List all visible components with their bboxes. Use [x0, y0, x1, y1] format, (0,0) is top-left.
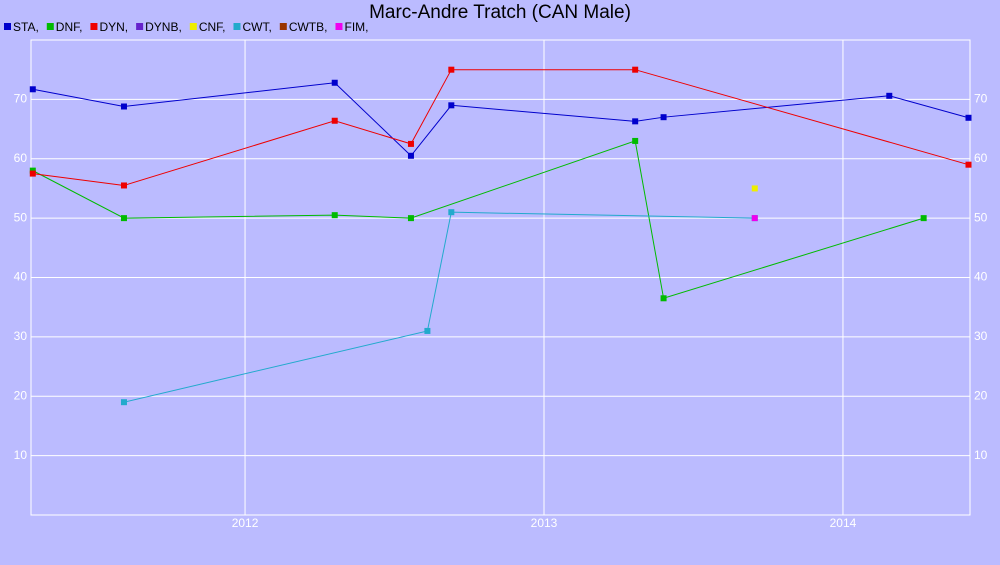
- point: [660, 295, 667, 302]
- y2-tick-label: 30: [974, 329, 988, 343]
- legend-label: DNF,: [56, 20, 83, 34]
- point: [407, 152, 414, 159]
- series-line: [123, 211, 755, 403]
- point: [29, 170, 36, 177]
- y-tick-label: 60: [14, 151, 28, 165]
- legend-label: CNF,: [199, 20, 226, 34]
- legend-swatch: [136, 23, 144, 30]
- y2-tick-label: 50: [974, 210, 988, 224]
- legend-swatch: [279, 23, 287, 30]
- legend-swatch: [4, 23, 11, 30]
- point: [448, 66, 455, 73]
- point: [29, 86, 36, 93]
- legend-swatch: [90, 23, 98, 30]
- point: [920, 215, 927, 222]
- y2-tick-label: 20: [974, 388, 988, 402]
- legend-label: FIM,: [344, 20, 368, 34]
- point: [120, 182, 127, 189]
- point: [965, 161, 972, 168]
- y2-tick-label: 70: [974, 92, 988, 106]
- point: [407, 215, 414, 222]
- x-tick-label: 2014: [830, 516, 857, 530]
- x-tick-label: 2013: [531, 516, 558, 530]
- point: [632, 66, 639, 73]
- point: [632, 118, 639, 125]
- point: [751, 215, 758, 222]
- legend-swatch: [233, 23, 241, 30]
- legend-label: DYNB,: [145, 20, 182, 34]
- y-tick-label: 10: [14, 448, 28, 462]
- chart-title: Marc-Andre Tratch (CAN Male): [369, 2, 631, 23]
- point: [331, 212, 338, 219]
- y2-tick-label: 60: [974, 151, 988, 165]
- point: [120, 399, 127, 406]
- y-tick-label: 20: [14, 388, 28, 402]
- legend-label: CWT,: [242, 20, 271, 34]
- y-tick-label: 70: [14, 92, 28, 106]
- point: [331, 79, 338, 86]
- point: [331, 117, 338, 124]
- point: [751, 185, 758, 192]
- legend-swatch: [335, 23, 343, 30]
- y-tick-label: 50: [14, 210, 28, 224]
- point: [965, 114, 972, 121]
- legend-label: CWTB,: [289, 20, 328, 34]
- y2-tick-label: 10: [974, 448, 988, 462]
- point: [660, 114, 667, 121]
- point: [448, 209, 455, 216]
- point: [424, 327, 431, 334]
- point: [120, 103, 127, 110]
- legend-label: DYN,: [99, 20, 128, 34]
- x-tick-label: 2012: [232, 516, 259, 530]
- point: [407, 140, 414, 147]
- y-tick-label: 30: [14, 329, 28, 343]
- point: [448, 102, 455, 109]
- y2-tick-label: 40: [974, 270, 988, 284]
- lines: [29, 66, 972, 406]
- point: [886, 92, 893, 99]
- y-tick-label: 40: [14, 270, 28, 284]
- legend-swatch: [189, 23, 197, 30]
- legend-swatch: [46, 23, 54, 30]
- point: [120, 215, 127, 222]
- point: [632, 137, 639, 144]
- legend: STA, DNF, DYN, DYNB, CNF, CWT, CWTB, FIM,: [4, 20, 368, 34]
- legend-label: STA,: [13, 20, 39, 34]
